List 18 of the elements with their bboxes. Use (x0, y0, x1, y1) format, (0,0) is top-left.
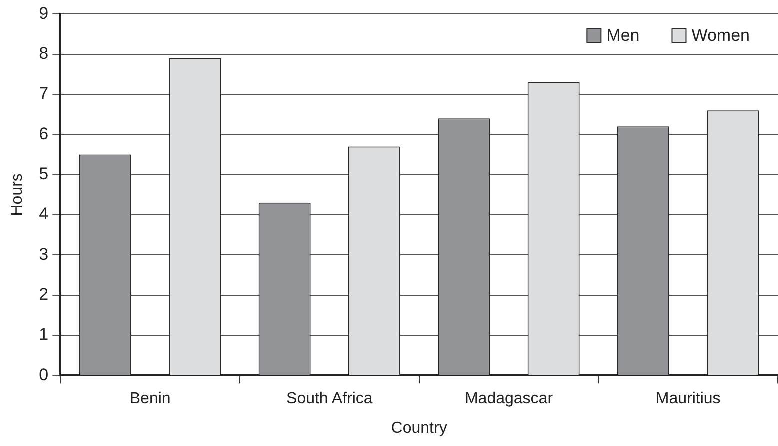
y-tick-label: 0 (39, 365, 49, 384)
x-tick-label: Benin (130, 390, 171, 408)
legend-label: Men (606, 26, 640, 45)
y-tick-label: 4 (39, 204, 49, 224)
y-tick-label: 2 (39, 284, 49, 304)
y-tick-label: 1 (39, 325, 49, 344)
legend-label: Women (692, 26, 750, 45)
y-axis-title: Hours (9, 174, 26, 216)
y-tick-label: 8 (39, 44, 49, 64)
y-tick-label: 6 (39, 124, 49, 144)
x-axis-title: Country (391, 420, 448, 437)
x-tick-label: Mauritius (656, 390, 721, 408)
x-tick-label: Madagascar (464, 390, 554, 408)
y-tick-label: 3 (39, 244, 49, 264)
x-tick-label: South Africa (286, 390, 373, 408)
y-tick-label: 5 (39, 164, 49, 184)
y-tick-label: 9 (39, 4, 49, 23)
y-tick-label: 7 (39, 84, 49, 104)
